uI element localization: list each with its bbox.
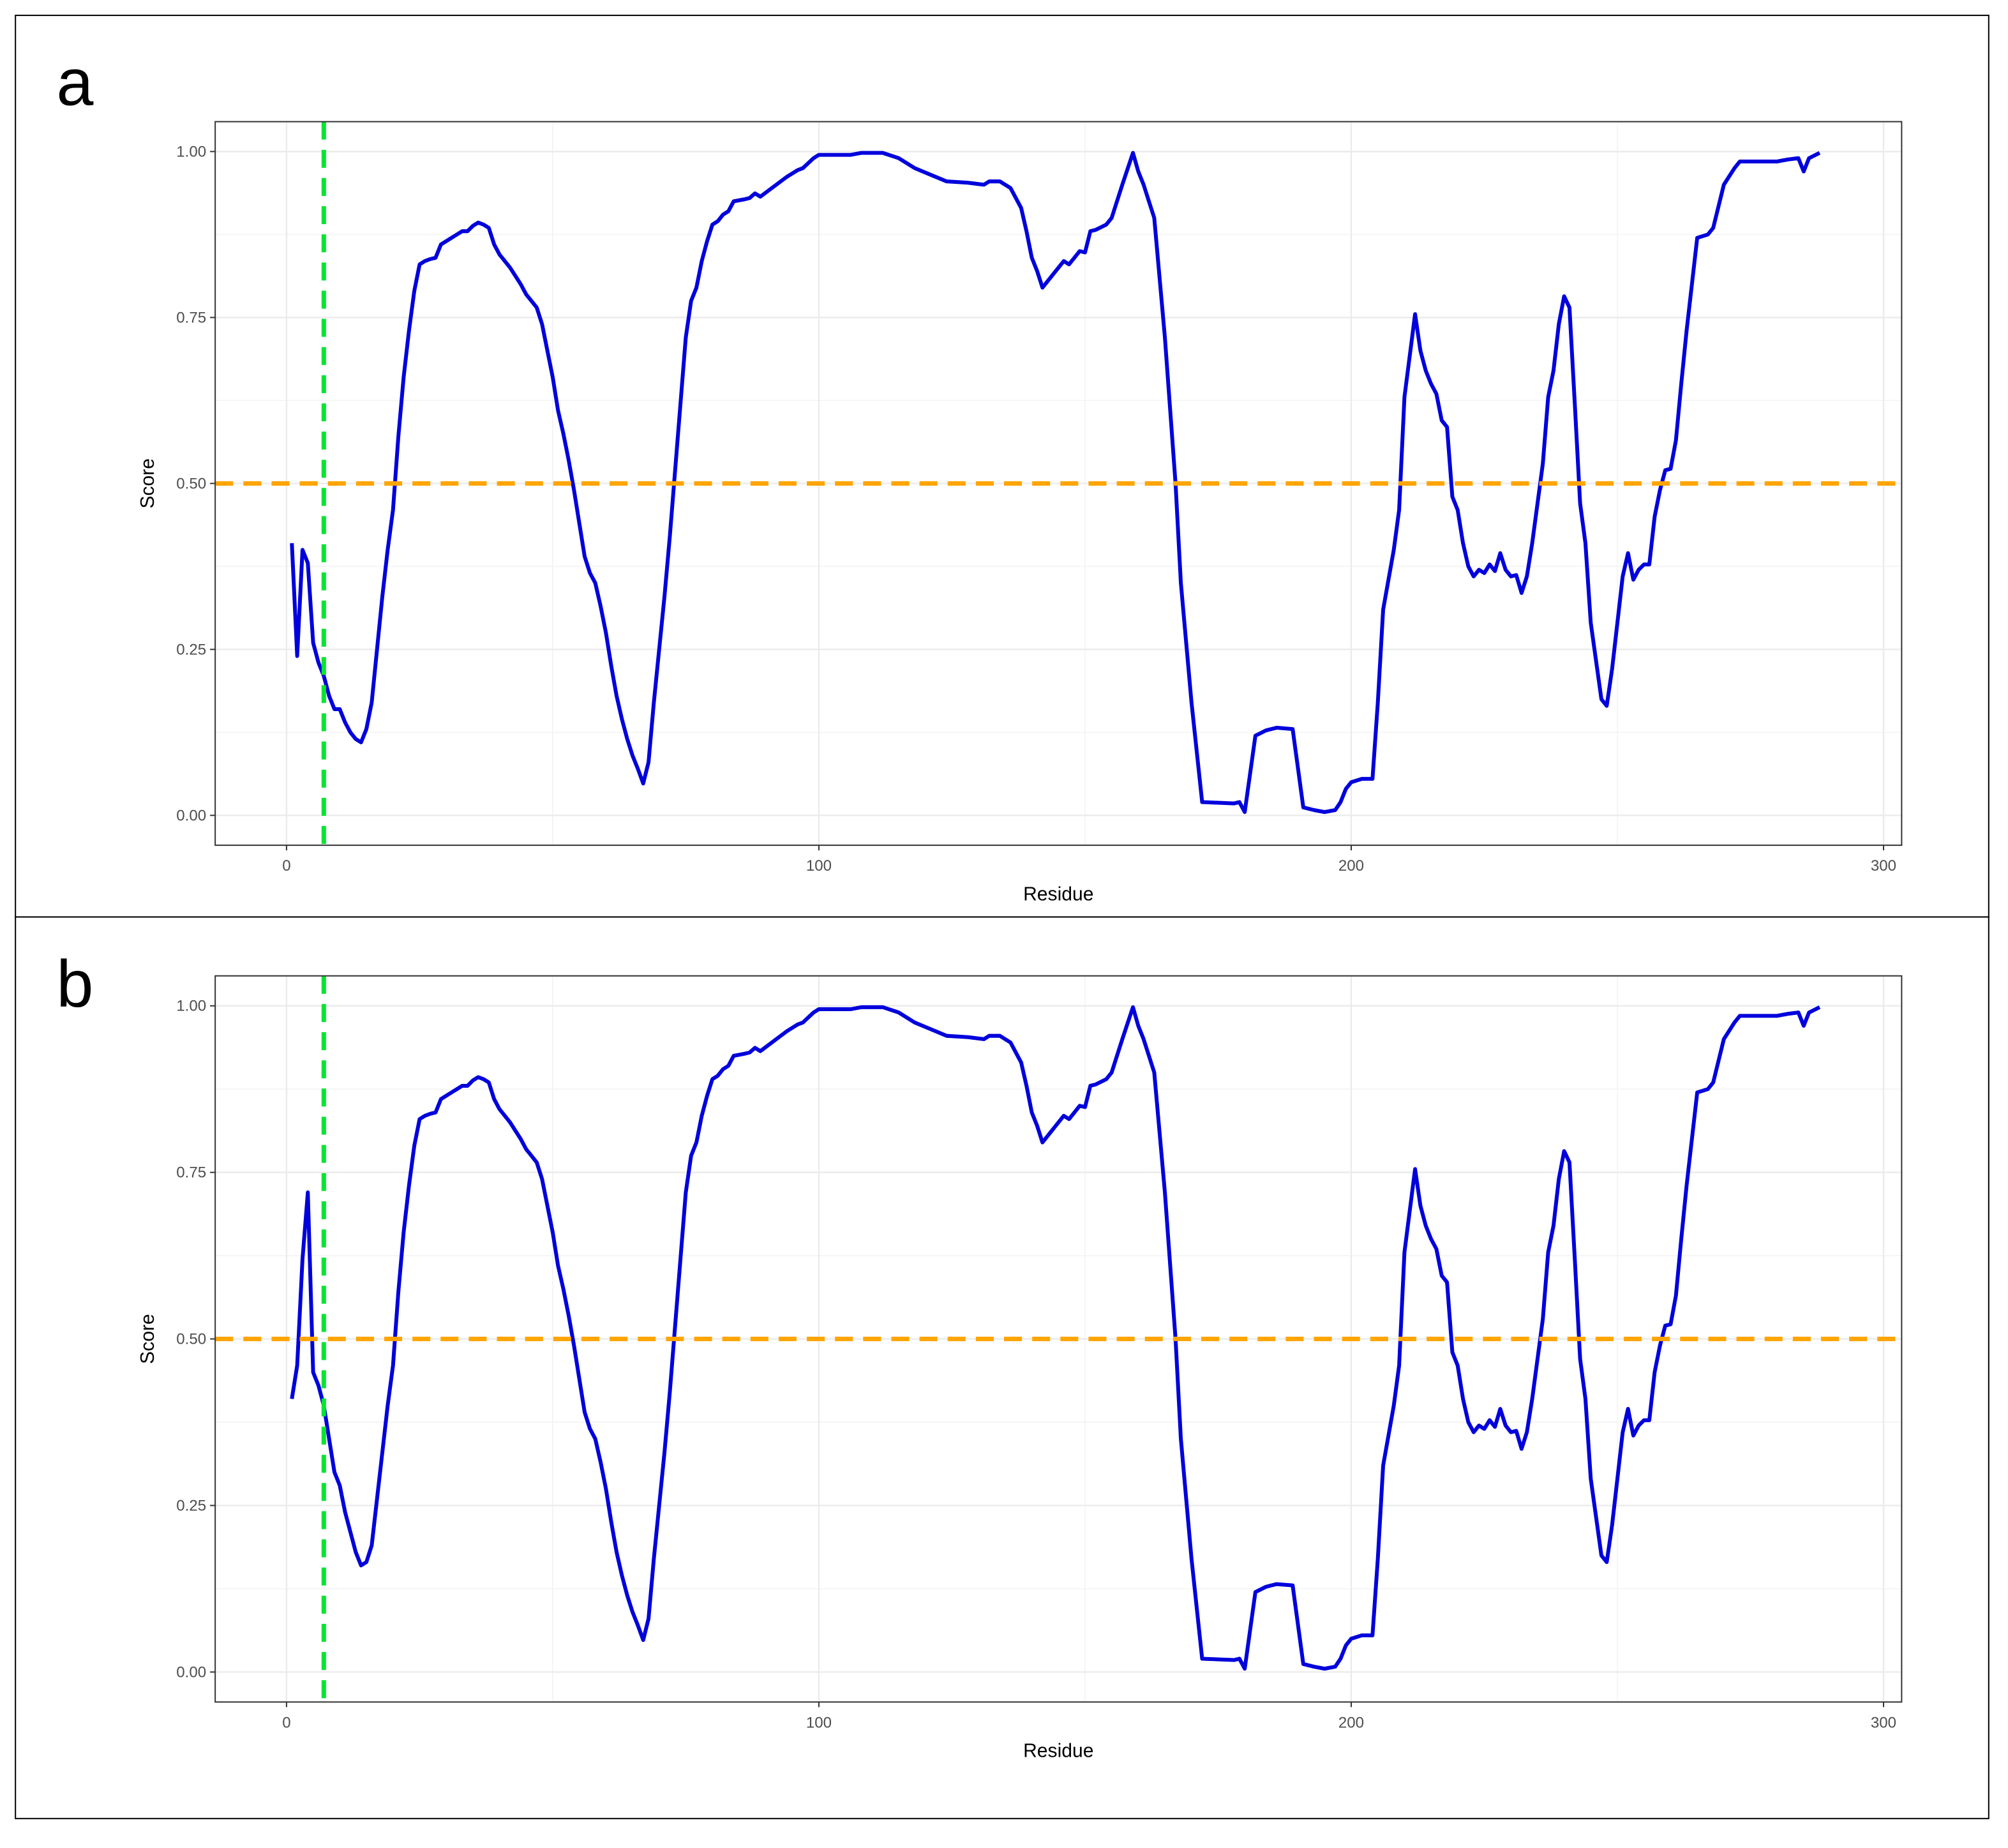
y-tick-label: 0.50	[176, 475, 206, 492]
x-tick-label: 300	[1871, 857, 1896, 875]
y-tick-label: 0.00	[176, 1664, 206, 1681]
y-tick-label: 1.00	[176, 143, 206, 160]
y-axis-label: Score	[137, 1314, 158, 1364]
x-tick-label: 0	[282, 857, 290, 875]
x-axis-label: Residue	[1023, 1741, 1093, 1762]
panel-label: a	[56, 46, 94, 120]
y-tick-label: 0.75	[176, 1164, 206, 1182]
x-tick-label: 300	[1871, 1714, 1896, 1731]
y-tick-label: 0.50	[176, 1331, 206, 1348]
x-tick-label: 0	[282, 1714, 290, 1731]
score-line	[290, 1005, 1821, 1671]
y-tick-label: 1.00	[176, 998, 206, 1015]
x-tick-label: 200	[1338, 857, 1364, 875]
panel-border	[15, 916, 1989, 1819]
plot-border	[214, 975, 1903, 1703]
plot-border	[214, 121, 1903, 846]
y-tick-label: 0.00	[176, 807, 206, 824]
score-line	[290, 151, 1821, 815]
x-tick-label: 200	[1338, 1714, 1364, 1731]
panel-label: b	[56, 947, 93, 1021]
y-tick-label: 0.75	[176, 309, 206, 326]
x-tick-label: 100	[806, 1714, 832, 1731]
y-tick-label: 0.25	[176, 1497, 206, 1514]
y-tick-label: 0.25	[176, 641, 206, 658]
x-axis-label: Residue	[1023, 883, 1093, 905]
y-axis-label: Score	[137, 458, 158, 509]
x-tick-label: 100	[806, 857, 832, 875]
